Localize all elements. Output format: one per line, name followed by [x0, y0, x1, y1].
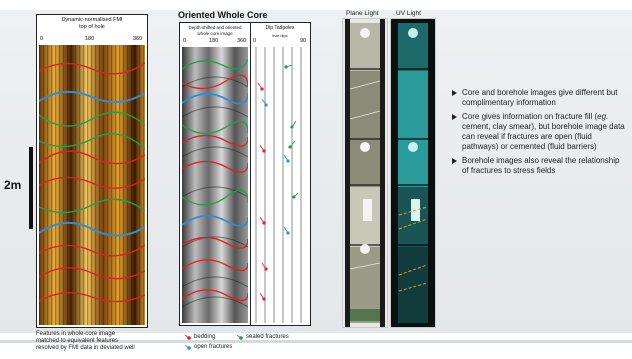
fmi-caption-line1: Features in whole-core image [36, 331, 116, 337]
legend-bedding-label: bedding [194, 334, 216, 340]
tadpole-open [261, 98, 268, 107]
core-panel: Depth-shifted and oriented whole core im… [179, 22, 311, 326]
uv-light-photo [390, 18, 436, 328]
core-tick-180: 180 [209, 38, 219, 44]
fmi-tick-180: 180 [85, 36, 95, 42]
plane-light-photo [342, 18, 388, 328]
fmi-title-line2: top of hole [79, 24, 105, 30]
tadpole-open [283, 154, 290, 163]
dip-sub-label: true dips [272, 33, 288, 38]
tadpole-sealed [284, 64, 293, 69]
core-tick-0: 0 [183, 38, 187, 44]
legend-sealed-label: sealed fractures [246, 334, 289, 340]
triangle-bullet-icon [452, 158, 457, 164]
fmi-tick-360: 360 [133, 36, 143, 42]
dip-tick-0: 0 [253, 38, 257, 44]
uv-light-label: UV Light [396, 10, 421, 17]
open-tadpole-icon [184, 345, 191, 350]
bullet-2-text-post: cement, clay smear), but borehole image … [462, 122, 625, 151]
core-tick-360: 360 [237, 38, 247, 44]
fmi-caption-line3: resolved by FMI data in deviated well [36, 345, 135, 351]
tadpole-bedding [261, 262, 268, 271]
bullet-2: Core gives information on fracture fill … [452, 112, 627, 152]
tadpole-sealed [292, 192, 299, 199]
uv-light-core-image [391, 19, 435, 327]
core-image-label: Depth-shifted and oriented whole core im… [180, 25, 250, 37]
bullet-3-text: Borehole images also reveal the relation… [462, 156, 620, 175]
fmi-tick-0: 0 [40, 36, 44, 42]
dip-tadpoles-label: Dip Tadpoles [265, 25, 295, 31]
fmi-image [39, 45, 145, 325]
triangle-bullet-icon [452, 114, 457, 120]
tadpole-sealed [290, 120, 297, 129]
dip-tadpole-track [255, 47, 302, 323]
tadpole-bedding [259, 216, 266, 225]
dip-tick-90: 90 [300, 38, 307, 44]
core-title: Oriented Whole Core [178, 10, 268, 20]
bedding-tadpole-icon [184, 335, 191, 340]
scale-bar [29, 147, 33, 229]
fmi-title-line1: Dynamic-normalised FMI [61, 17, 123, 23]
fmi-title: Dynamic-normalised FMI top of hole [37, 17, 147, 31]
bullet-2-text-eg: eg. [597, 112, 609, 121]
bullet-list: Core and borehole images give different … [452, 88, 627, 180]
tadpole-bedding [257, 82, 264, 91]
bullet-2-text-pre: Core gives information on fracture fill … [462, 112, 598, 121]
tadpole-bedding [259, 292, 266, 301]
legend-open-label: open fractures [194, 344, 233, 350]
scale-label: 2m [4, 178, 22, 192]
bottom-rule [0, 340, 632, 343]
fmi-panel: Dynamic-normalised FMI top of hole 0 180… [36, 14, 148, 328]
core-image-label-line1: Depth-shifted and oriented [188, 25, 242, 30]
triangle-bullet-icon [452, 90, 457, 96]
core-divider [250, 23, 251, 325]
fmi-caption-line2: matched to equivalent features [36, 338, 119, 344]
plane-light-label: Plane Light [346, 10, 379, 17]
core-image-label-line2: whole core image [197, 31, 233, 36]
bullet-1: Core and borehole images give different … [452, 88, 627, 108]
plane-light-core-image [343, 19, 387, 327]
bullet-3: Borehole images also reveal the relation… [452, 156, 627, 176]
tadpole-sealed [288, 140, 296, 149]
tadpole-open [283, 226, 290, 235]
sealed-tadpole-icon [236, 335, 243, 340]
fmi-caption: Features in whole-core image matched to … [36, 331, 196, 352]
bullet-1-text: Core and borehole images give different … [462, 88, 618, 107]
tadpole-bedding [259, 144, 266, 153]
core-image [182, 47, 248, 323]
